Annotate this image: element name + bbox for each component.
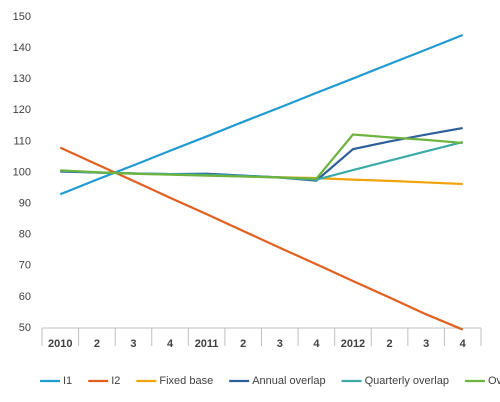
y-tick-label: 110 [13, 135, 31, 147]
legend-label: Quarterly overlap [365, 375, 449, 387]
y-tick-label: 70 [19, 260, 31, 272]
y-tick-label: 80 [19, 229, 31, 241]
y-tick-label: 130 [13, 73, 31, 85]
x-tick-label: 2012 [341, 338, 365, 350]
series-line [59, 34, 464, 196]
x-tick-label: 3 [277, 338, 283, 350]
x-tick-label: 4 [167, 338, 174, 350]
legend-label: I1 [63, 375, 72, 387]
x-tick-label: 2010 [48, 338, 72, 350]
x-tick-label: 2011 [195, 338, 219, 350]
y-tick-label: 140 [13, 42, 31, 54]
legend-label: Over the year [488, 375, 500, 387]
y-tick-label: 150 [13, 11, 31, 23]
legend-label: Fixed base [159, 375, 213, 387]
y-tick-label: 120 [13, 104, 31, 116]
legend-label: I2 [111, 375, 120, 387]
y-tick-label: 100 [13, 166, 31, 178]
x-tick-label: 3 [130, 338, 136, 350]
x-tick-label: 2 [240, 338, 246, 350]
series-line [60, 133, 463, 180]
y-tick-label: 60 [19, 291, 31, 303]
y-tick-label: 50 [19, 322, 31, 334]
x-tick-label: 3 [423, 338, 429, 350]
x-tick-label: 2 [386, 338, 392, 350]
x-tick-label: 4 [460, 338, 467, 350]
x-tick-label: 4 [313, 338, 320, 350]
x-tick-label: 2 [94, 338, 100, 350]
legend-label: Annual overlap [252, 375, 325, 387]
series-line [59, 146, 464, 331]
y-tick-label: 90 [19, 198, 31, 210]
